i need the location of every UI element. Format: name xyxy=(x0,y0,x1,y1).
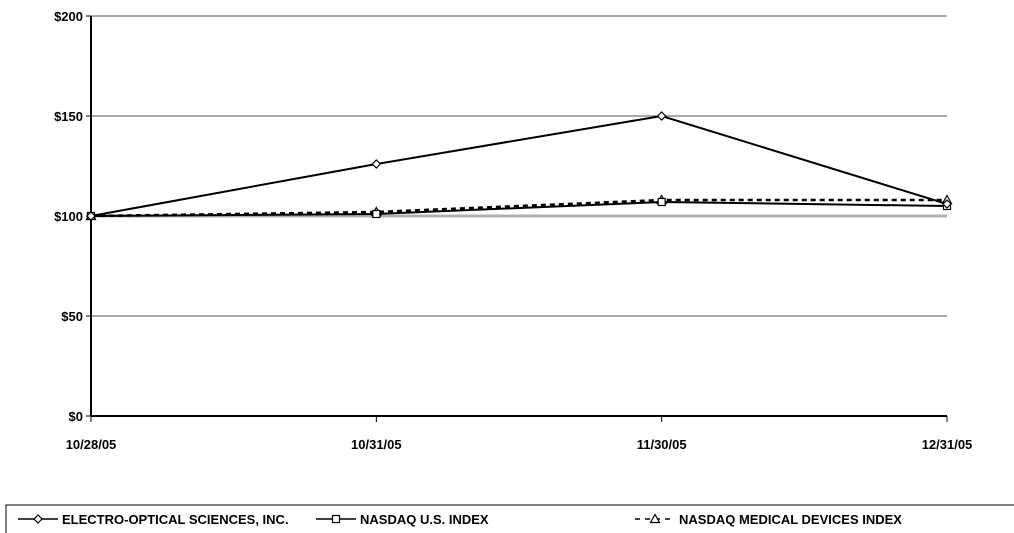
y-tick-label: $100 xyxy=(54,209,83,224)
legend-label: ELECTRO-OPTICAL SCIENCES, INC. xyxy=(62,512,289,527)
x-tick-label: 10/31/05 xyxy=(351,437,402,452)
legend: ELECTRO-OPTICAL SCIENCES, INC. NASDAQ U.S… xyxy=(5,504,1014,533)
series-line xyxy=(90,198,947,218)
y-tick-label: $200 xyxy=(54,9,83,24)
legend-marker xyxy=(331,514,341,524)
x-tick-label: 12/31/05 xyxy=(922,437,973,452)
y-tick-label: $50 xyxy=(61,309,83,324)
series-line xyxy=(90,114,948,217)
data-point-marker xyxy=(942,199,952,209)
legend-box xyxy=(5,504,1014,533)
series-line xyxy=(90,200,948,217)
legend-label: NASDAQ U.S. INDEX xyxy=(360,512,489,527)
data-point-marker xyxy=(372,209,381,219)
y-tick-label: $0 xyxy=(69,409,83,424)
y-tick-labels: $0 $50 $100 $150 $200 xyxy=(54,9,91,424)
x-tick-label: 10/28/05 xyxy=(66,437,117,452)
y-tick-label: $150 xyxy=(54,109,83,124)
series-markers xyxy=(85,111,953,221)
legend-marker xyxy=(33,514,43,524)
x-tick-label: 11/30/05 xyxy=(637,437,687,452)
data-point-marker xyxy=(371,159,382,169)
data-point-marker xyxy=(656,111,667,121)
legend-marker xyxy=(649,513,661,524)
grid-lines xyxy=(91,15,947,317)
x-tick-labels: 10/28/05 10/31/05 11/30/05 12/31/05 xyxy=(66,416,973,452)
legend-label: NASDAQ MEDICAL DEVICES INDEX xyxy=(679,512,902,527)
series-lines xyxy=(90,114,948,218)
data-point-marker xyxy=(86,211,96,221)
data-point-marker xyxy=(657,197,666,207)
